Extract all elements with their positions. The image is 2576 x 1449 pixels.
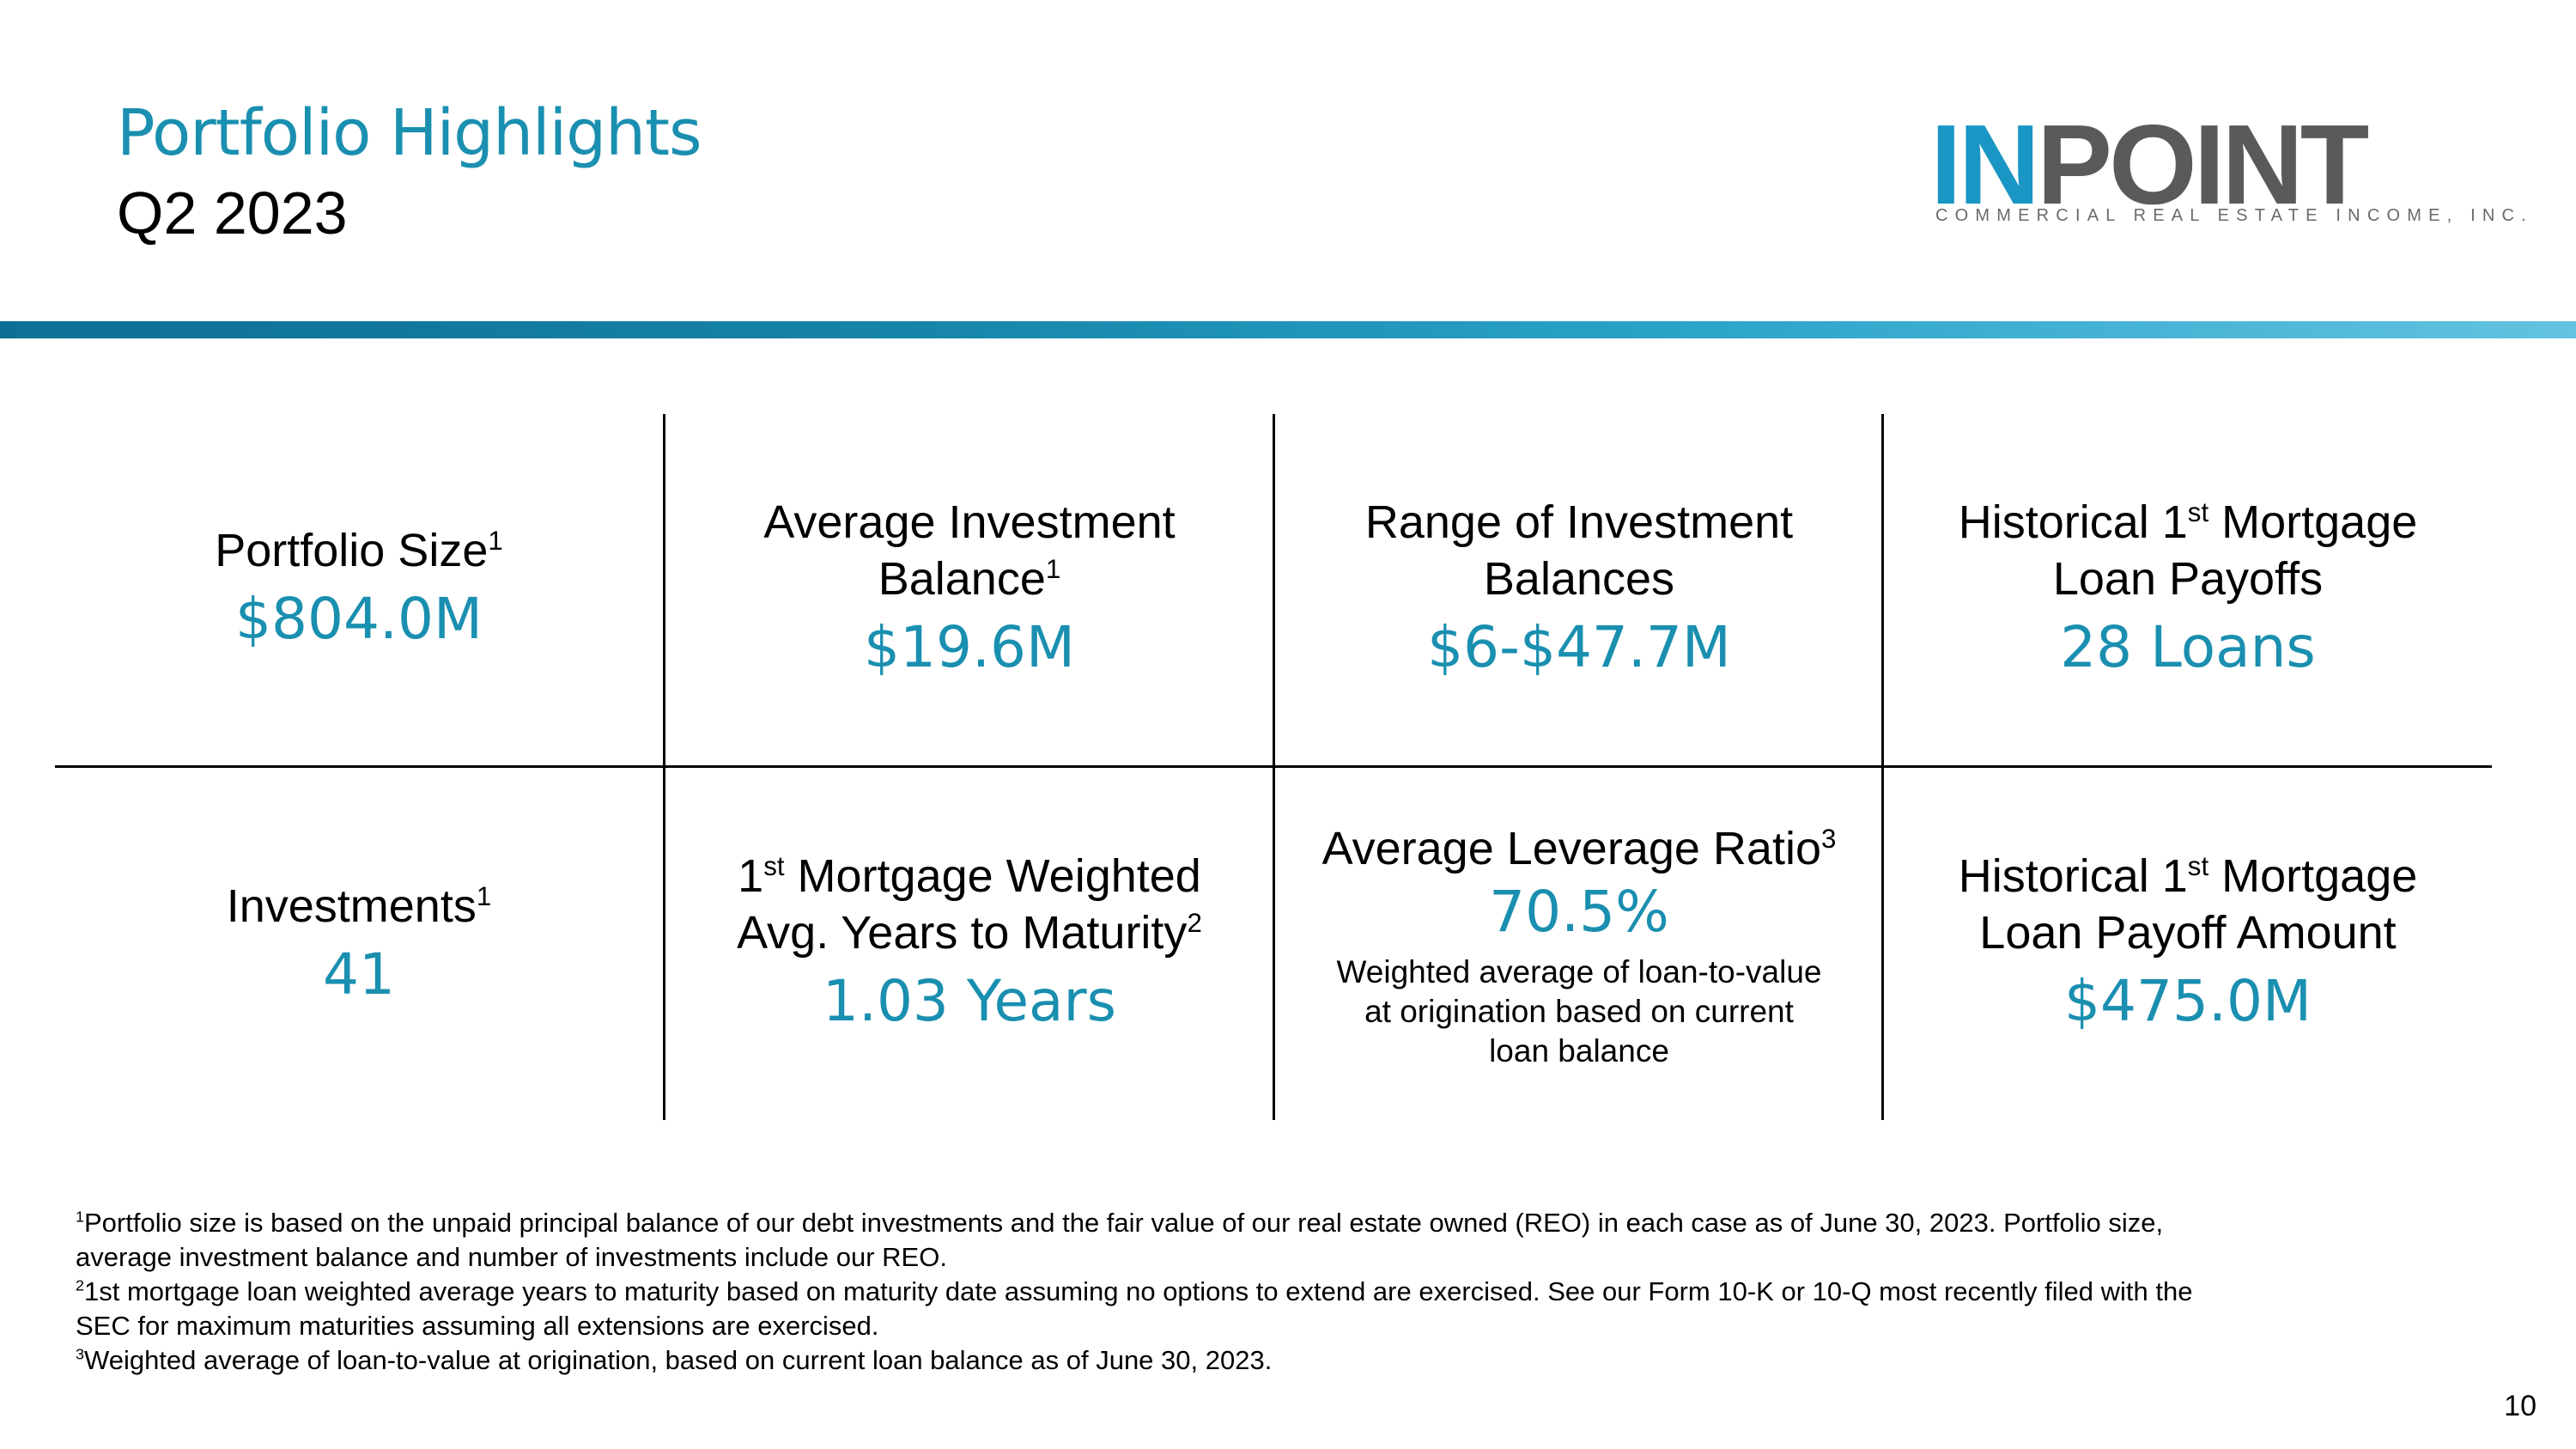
footnote-3: 3Weighted average of loan-to-value at or… (76, 1345, 1273, 1375)
metric-historical-payoff-amount: Historical 1st Mortgage Loan Payoff Amoun… (1884, 848, 2492, 1037)
metric-label: Range of Investment Balances (1364, 496, 1794, 605)
metric-label: 1st Mortgage Weighted Avg. Years to Matur… (737, 850, 1202, 959)
footnotes: 1Portfolio size is based on the unpaid p… (76, 1206, 2497, 1378)
logo-word-in: IN (1930, 101, 2040, 228)
company-logo: INPOINT COMMERCIAL REAL ESTATE INCOME, I… (1930, 108, 2526, 230)
metric-value: $475.0M (2064, 968, 2312, 1034)
footnote-2: 21st mortgage loan weighted average year… (76, 1276, 2193, 1341)
metric-value: $19.6M (864, 614, 1075, 680)
page-title: Portfolio Highlights (117, 96, 702, 170)
metric-value: 28 Loans (2060, 614, 2316, 680)
metric-value: 1.03 Years (822, 968, 1117, 1034)
metric-label: Investments1 (226, 880, 492, 932)
metric-value: $6-$47.7M (1427, 614, 1731, 680)
metric-note: Weighted average of loan-to-value at orig… (1336, 954, 1822, 1068)
logo-word-point: POINT (2037, 101, 2369, 228)
logo-tagline: COMMERCIAL REAL ESTATE INCOME, INC. (1935, 206, 2533, 225)
metric-value: 70.5% (1489, 879, 1669, 945)
metric-investments: Investments1 41 (55, 878, 663, 1010)
metric-label: Historical 1st Mortgage Loan Payoffs (1958, 496, 2418, 605)
metric-average-leverage-ratio: Average Leverage Ratio3 70.5% Weighted a… (1275, 820, 1883, 1071)
metric-label: Average Investment Balance1 (763, 496, 1176, 605)
metric-years-to-maturity: 1st Mortgage Weighted Avg. Years to Matur… (665, 848, 1273, 1037)
metric-portfolio-size: Portfolio Size1 $804.0M (55, 522, 663, 654)
metric-range-of-investment-balances: Range of Investment Balances $6-$47.7M (1275, 494, 1883, 683)
header-divider-band (0, 321, 2576, 338)
page-number: 10 (2504, 1390, 2537, 1422)
page-subtitle: Q2 2023 (117, 180, 348, 247)
footnote-1: 1Portfolio size is based on the unpaid p… (76, 1208, 2164, 1272)
metric-value: 41 (323, 941, 395, 1008)
logo-wordmark: INPOINT (1930, 108, 2369, 222)
metric-average-investment-balance: Average Investment Balance1 $19.6M (665, 494, 1273, 683)
metric-label: Portfolio Size1 (215, 525, 503, 576)
grid-divider-horizontal (55, 765, 2492, 768)
metric-historical-loan-payoffs: Historical 1st Mortgage Loan Payoffs 28 L… (1884, 494, 2492, 683)
metric-label: Historical 1st Mortgage Loan Payoff Amoun… (1958, 850, 2418, 959)
metric-label: Average Leverage Ratio3 (1321, 823, 1837, 874)
metric-value: $804.0M (235, 586, 483, 652)
